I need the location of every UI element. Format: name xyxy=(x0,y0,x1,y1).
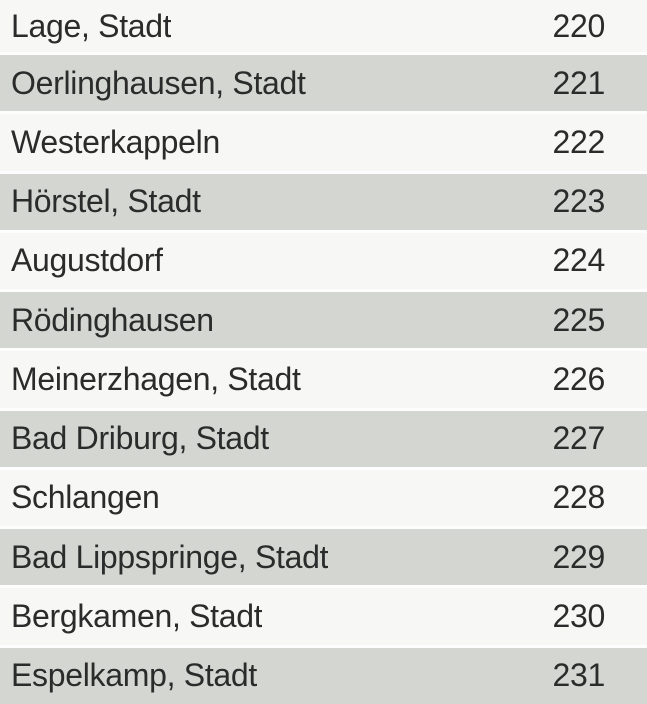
municipality-name: Bad Driburg, Stadt xyxy=(11,420,269,457)
list-item-lage[interactable]: Lage, Stadt 220 xyxy=(0,0,647,52)
municipality-name: Espelkamp, Stadt xyxy=(11,657,257,694)
municipality-name: Bad Lippspringe, Stadt xyxy=(11,538,329,575)
municipality-code: 221 xyxy=(552,64,606,101)
municipality-code: 228 xyxy=(552,479,606,516)
list-item-roedinghausen[interactable]: Rödinghausen 225 xyxy=(0,289,647,349)
municipality-code: 230 xyxy=(552,598,606,635)
municipality-code: 225 xyxy=(552,301,606,338)
municipality-code: 226 xyxy=(552,360,606,397)
list-item-bad-lippspringe[interactable]: Bad Lippspringe, Stadt 229 xyxy=(0,526,647,586)
list-item-meinerzhagen[interactable]: Meinerzhagen, Stadt 226 xyxy=(0,348,647,408)
municipality-name: Oerlinghausen, Stadt xyxy=(11,64,306,101)
municipality-name: Bergkamen, Stadt xyxy=(11,598,263,635)
municipality-code: 227 xyxy=(552,420,606,457)
municipality-code: 229 xyxy=(552,538,606,575)
list-item-hoerstel[interactable]: Hörstel, Stadt 223 xyxy=(0,170,647,230)
list-item-bad-driburg[interactable]: Bad Driburg, Stadt 227 xyxy=(0,407,647,467)
municipality-code: 224 xyxy=(552,242,606,279)
municipality-code: 231 xyxy=(552,657,606,694)
municipality-name: Meinerzhagen, Stadt xyxy=(11,360,301,397)
municipality-name: Westerkappeln xyxy=(11,123,220,160)
list-item-oerlinghausen[interactable]: Oerlinghausen, Stadt 221 xyxy=(0,52,647,112)
list-item-bergkamen[interactable]: Bergkamen, Stadt 230 xyxy=(0,585,647,645)
municipality-name: Schlangen xyxy=(11,479,160,516)
municipality-code: 223 xyxy=(552,183,606,220)
list-item-espelkamp[interactable]: Espelkamp, Stadt 231 xyxy=(0,644,647,704)
municipality-name: Augustdorf xyxy=(11,242,163,279)
list-item-augustdorf[interactable]: Augustdorf 224 xyxy=(0,229,647,290)
list-item-schlangen[interactable]: Schlangen 228 xyxy=(0,466,647,527)
municipality-code: 220 xyxy=(552,7,606,44)
municipality-code: 222 xyxy=(552,123,606,160)
list-item-westerkappeln[interactable]: Westerkappeln 222 xyxy=(0,111,647,171)
municipality-name: Rödinghausen xyxy=(11,301,214,338)
municipality-name: Hörstel, Stadt xyxy=(11,183,201,220)
municipality-name: Lage, Stadt xyxy=(11,7,172,44)
